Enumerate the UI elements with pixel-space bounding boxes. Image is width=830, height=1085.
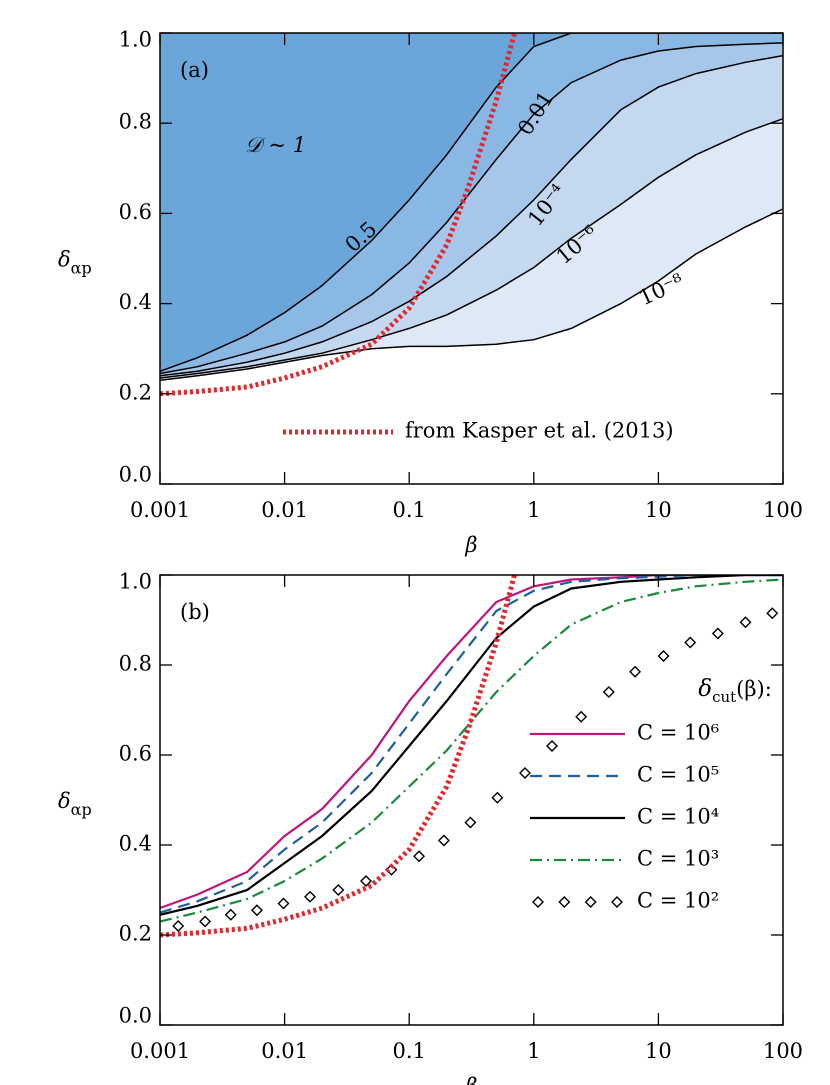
diamond-marker — [277, 897, 290, 910]
legend-label: C = 10⁴ — [637, 805, 719, 829]
legend-label: C = 10⁶ — [637, 721, 719, 745]
x-tick-label: 0.001 — [130, 498, 190, 522]
y-tick-label: 0.8 — [119, 110, 152, 134]
plot-frame — [159, 574, 784, 1026]
contour-line — [160, 208, 783, 382]
plot-frame — [159, 32, 784, 485]
series-line — [160, 575, 517, 938]
legend-label: C = 10⁵ — [637, 763, 719, 787]
region-label: 𝒟 ~ 1 — [245, 133, 306, 157]
diamond-marker — [250, 904, 263, 917]
x-axis-label: β — [464, 533, 477, 557]
diamond-marker — [739, 616, 752, 629]
diamond-marker — [172, 920, 185, 932]
legend-marker — [584, 896, 597, 908]
y-tick-label: 0.0 — [119, 463, 152, 487]
legend-title-rest: (β): — [736, 677, 772, 701]
contour-line — [160, 42, 783, 375]
diamond-marker — [629, 665, 642, 678]
legend-label: C = 10² — [637, 889, 719, 913]
y-tick-label: 0.0 — [119, 1004, 152, 1028]
y-tick-label: 0.4 — [119, 832, 152, 856]
y-axis-label-sub: αp — [71, 259, 92, 278]
x-tick-label: 10 — [645, 1039, 672, 1063]
y-axis-label: δαp — [58, 248, 92, 278]
diamond-marker — [602, 686, 615, 698]
x-tick-label: 0.001 — [130, 1039, 190, 1063]
legend-marker — [558, 896, 571, 908]
diamond-marker — [657, 650, 670, 662]
x-tick-label: 100 — [763, 1039, 803, 1063]
x-tick-label: 100 — [763, 498, 803, 522]
x-tick-label: 0.1 — [392, 1039, 425, 1063]
plot-area — [160, 575, 783, 938]
y-tick-label: 0.2 — [119, 922, 152, 946]
diamond-marker — [385, 863, 398, 876]
diamond-marker — [766, 607, 779, 620]
legend-marker — [532, 896, 544, 908]
legend-title: δcut(β): — [698, 676, 772, 706]
y-tick-label: 1.0 — [119, 570, 152, 594]
y-axis-label-main: δ — [58, 789, 71, 813]
legend-title-sub: cut — [712, 688, 736, 706]
diamond-marker — [413, 850, 426, 863]
series-line — [160, 575, 783, 916]
contour-line — [160, 117, 783, 379]
legend-marker — [611, 896, 623, 908]
diamond-marker — [575, 710, 588, 723]
y-tick-label: 0.2 — [119, 380, 152, 404]
y-tick-label: 0.6 — [119, 742, 152, 766]
y-tick-label: 1.0 — [119, 28, 152, 52]
legend-label: C = 10³ — [637, 847, 719, 871]
series-line — [160, 575, 783, 910]
y-tick-label: 0.6 — [119, 200, 152, 224]
y-axis-label-sub: αp — [71, 800, 92, 819]
diamond-marker — [546, 740, 558, 752]
x-tick-label: 1 — [527, 1039, 540, 1063]
x-tick-label: 0.1 — [392, 498, 425, 522]
legend-title-main: δ — [698, 676, 712, 702]
diamond-marker — [684, 636, 697, 649]
y-tick-label: 0.4 — [119, 290, 152, 314]
diamond-marker — [437, 834, 450, 847]
x-tick-label: 1 — [527, 498, 540, 522]
x-axis-label: β — [464, 1074, 477, 1085]
y-axis-label-main: δ — [58, 248, 71, 272]
y-tick-label: 0.8 — [119, 652, 152, 676]
diamond-marker — [519, 767, 531, 779]
legend-label: from Kasper et al. (2013) — [405, 419, 674, 443]
diamond-marker — [332, 884, 345, 896]
diamond-marker — [224, 908, 237, 921]
x-tick-label: 0.01 — [261, 498, 308, 522]
diamond-marker — [304, 890, 317, 903]
y-axis-label: δαp — [58, 789, 92, 819]
series-line — [160, 575, 783, 914]
x-tick-label: 0.01 — [261, 1039, 308, 1063]
diamond-marker — [199, 915, 212, 928]
panel-label: (a) — [180, 58, 209, 82]
contour-band — [160, 33, 783, 372]
diamond-marker — [360, 875, 372, 887]
diamond-marker — [491, 791, 504, 804]
panel-label: (b) — [180, 600, 210, 624]
contour-line — [160, 33, 783, 373]
plot-area — [160, 33, 783, 397]
diamond-marker — [464, 816, 477, 829]
contour-line — [160, 54, 783, 377]
x-tick-label: 10 — [645, 498, 672, 522]
diamond-marker — [711, 627, 724, 640]
